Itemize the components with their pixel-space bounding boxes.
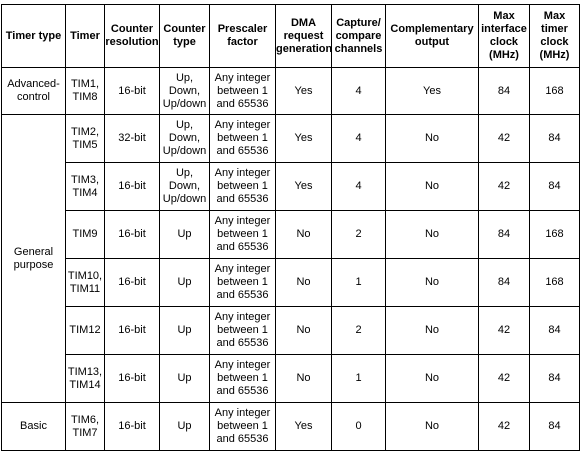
prescaler-cell: Any integer between 1 and 65536 — [209, 162, 276, 211]
max-interface-cell: 84 — [478, 67, 530, 115]
max-timer-cell: 168 — [529, 210, 580, 259]
timer-cell: TIM2, TIM5 — [65, 114, 105, 163]
resolution-cell: 16-bit — [104, 402, 160, 451]
resolution-cell: 16-bit — [104, 210, 160, 259]
timer-cell: TIM12 — [65, 306, 105, 355]
complementary-cell: No — [385, 402, 479, 451]
table-row: TIM12 16-bit Up Any integer between 1 an… — [2, 306, 580, 355]
max-timer-cell: 84 — [529, 306, 580, 355]
max-interface-cell: 42 — [478, 114, 530, 163]
table-row: Basic TIM6, TIM7 16-bit Up Any integer b… — [1, 402, 580, 451]
max-interface-cell: 84 — [478, 258, 530, 307]
counter-type-cell: Up — [159, 354, 210, 403]
dma-cell: No — [275, 210, 332, 259]
resolution-cell: 32-bit — [104, 114, 160, 163]
timer-cell: TIM10, TIM11 — [65, 258, 105, 307]
header-complementary-output: Complementary output — [385, 4, 479, 68]
table-row: TIM9 16-bit Up Any integer between 1 and… — [2, 210, 580, 259]
channels-cell: 4 — [331, 114, 386, 163]
counter-type-cell: Up — [159, 402, 210, 451]
timer-cell: TIM9 — [65, 210, 105, 259]
complementary-cell: No — [385, 354, 479, 403]
header-capture-compare: Capture/ compare channels — [331, 4, 386, 68]
channels-cell: 2 — [331, 306, 386, 355]
header-timer-type: Timer type — [1, 4, 66, 68]
header-row: Timer type Timer Counter resolution Coun… — [1, 4, 580, 68]
header-counter-type: Counter type — [159, 4, 210, 68]
dma-cell: Yes — [275, 67, 332, 115]
max-timer-cell: 84 — [529, 402, 580, 451]
complementary-cell: No — [385, 162, 479, 211]
dma-cell: No — [275, 258, 332, 307]
header-max-interface-clock: Max interface clock (MHz) — [478, 4, 530, 68]
max-interface-cell: 84 — [478, 210, 530, 259]
timer-type-cell: Advanced- control — [1, 67, 66, 115]
max-timer-cell: 84 — [529, 114, 580, 163]
prescaler-cell: Any integer between 1 and 65536 — [209, 67, 276, 115]
header-dma-request: DMA request generation — [275, 4, 332, 68]
max-interface-cell: 42 — [478, 402, 530, 451]
header-timer: Timer — [65, 4, 105, 68]
channels-cell: 1 — [331, 258, 386, 307]
channels-cell: 4 — [331, 67, 386, 115]
dma-cell: Yes — [275, 162, 332, 211]
channels-cell: 2 — [331, 210, 386, 259]
timer-cell: TIM6, TIM7 — [65, 402, 105, 451]
timer-type-cell: General purpose — [1, 114, 66, 403]
header-counter-resolution: Counter resolution — [104, 4, 160, 68]
table-row: Advanced- control TIM1, TIM8 16-bit Up, … — [1, 67, 580, 115]
timer-cell: TIM3, TIM4 — [65, 162, 105, 211]
counter-type-cell: Up — [159, 258, 210, 307]
timer-features-table: Timer type Timer Counter resolution Coun… — [1, 4, 580, 451]
prescaler-cell: Any integer between 1 and 65536 — [209, 306, 276, 355]
max-interface-cell: 42 — [478, 162, 530, 211]
dma-cell: Yes — [275, 114, 332, 163]
complementary-cell: Yes — [385, 67, 479, 115]
dma-cell: No — [275, 354, 332, 403]
timer-cell: TIM1, TIM8 — [65, 67, 105, 115]
complementary-cell: No — [385, 210, 479, 259]
channels-cell: 4 — [331, 162, 386, 211]
channels-cell: 0 — [331, 402, 386, 451]
table-row: TIM13, TIM14 16-bit Up Any integer betwe… — [2, 354, 580, 403]
max-timer-cell: 84 — [529, 354, 580, 403]
table-row: TIM3, TIM4 16-bit Up, Down, Up/down Any … — [2, 162, 580, 211]
resolution-cell: 16-bit — [104, 67, 160, 115]
prescaler-cell: Any integer between 1 and 65536 — [209, 402, 276, 451]
dma-cell: Yes — [275, 402, 332, 451]
max-timer-cell: 84 — [529, 162, 580, 211]
header-max-timer-clock: Max timer clock (MHz) — [529, 4, 580, 68]
max-timer-cell: 168 — [529, 67, 580, 115]
channels-cell: 1 — [331, 354, 386, 403]
max-interface-cell: 42 — [478, 306, 530, 355]
timer-type-cell: Basic — [1, 402, 66, 451]
header-prescaler-factor: Prescaler factor — [209, 4, 276, 68]
prescaler-cell: Any integer between 1 and 65536 — [209, 354, 276, 403]
table-row: General purpose TIM2, TIM5 32-bit Up, Do… — [1, 114, 580, 403]
complementary-cell: No — [385, 258, 479, 307]
prescaler-cell: Any integer between 1 and 65536 — [209, 258, 276, 307]
prescaler-cell: Any integer between 1 and 65536 — [209, 114, 276, 163]
resolution-cell: 16-bit — [104, 354, 160, 403]
counter-type-cell: Up, Down, Up/down — [159, 114, 210, 163]
complementary-cell: No — [385, 306, 479, 355]
table-row: TIM10, TIM11 16-bit Up Any integer betwe… — [2, 258, 580, 307]
prescaler-cell: Any integer between 1 and 65536 — [209, 210, 276, 259]
resolution-cell: 16-bit — [104, 258, 160, 307]
complementary-cell: No — [385, 114, 479, 163]
dma-cell: No — [275, 306, 332, 355]
resolution-cell: 16-bit — [104, 306, 160, 355]
timer-cell: TIM13, TIM14 — [65, 354, 105, 403]
max-interface-cell: 42 — [478, 354, 530, 403]
counter-type-cell: Up — [159, 210, 210, 259]
counter-type-cell: Up — [159, 306, 210, 355]
counter-type-cell: Up, Down, Up/down — [159, 67, 210, 115]
counter-type-cell: Up, Down, Up/down — [159, 162, 210, 211]
resolution-cell: 16-bit — [104, 162, 160, 211]
max-timer-cell: 168 — [529, 258, 580, 307]
